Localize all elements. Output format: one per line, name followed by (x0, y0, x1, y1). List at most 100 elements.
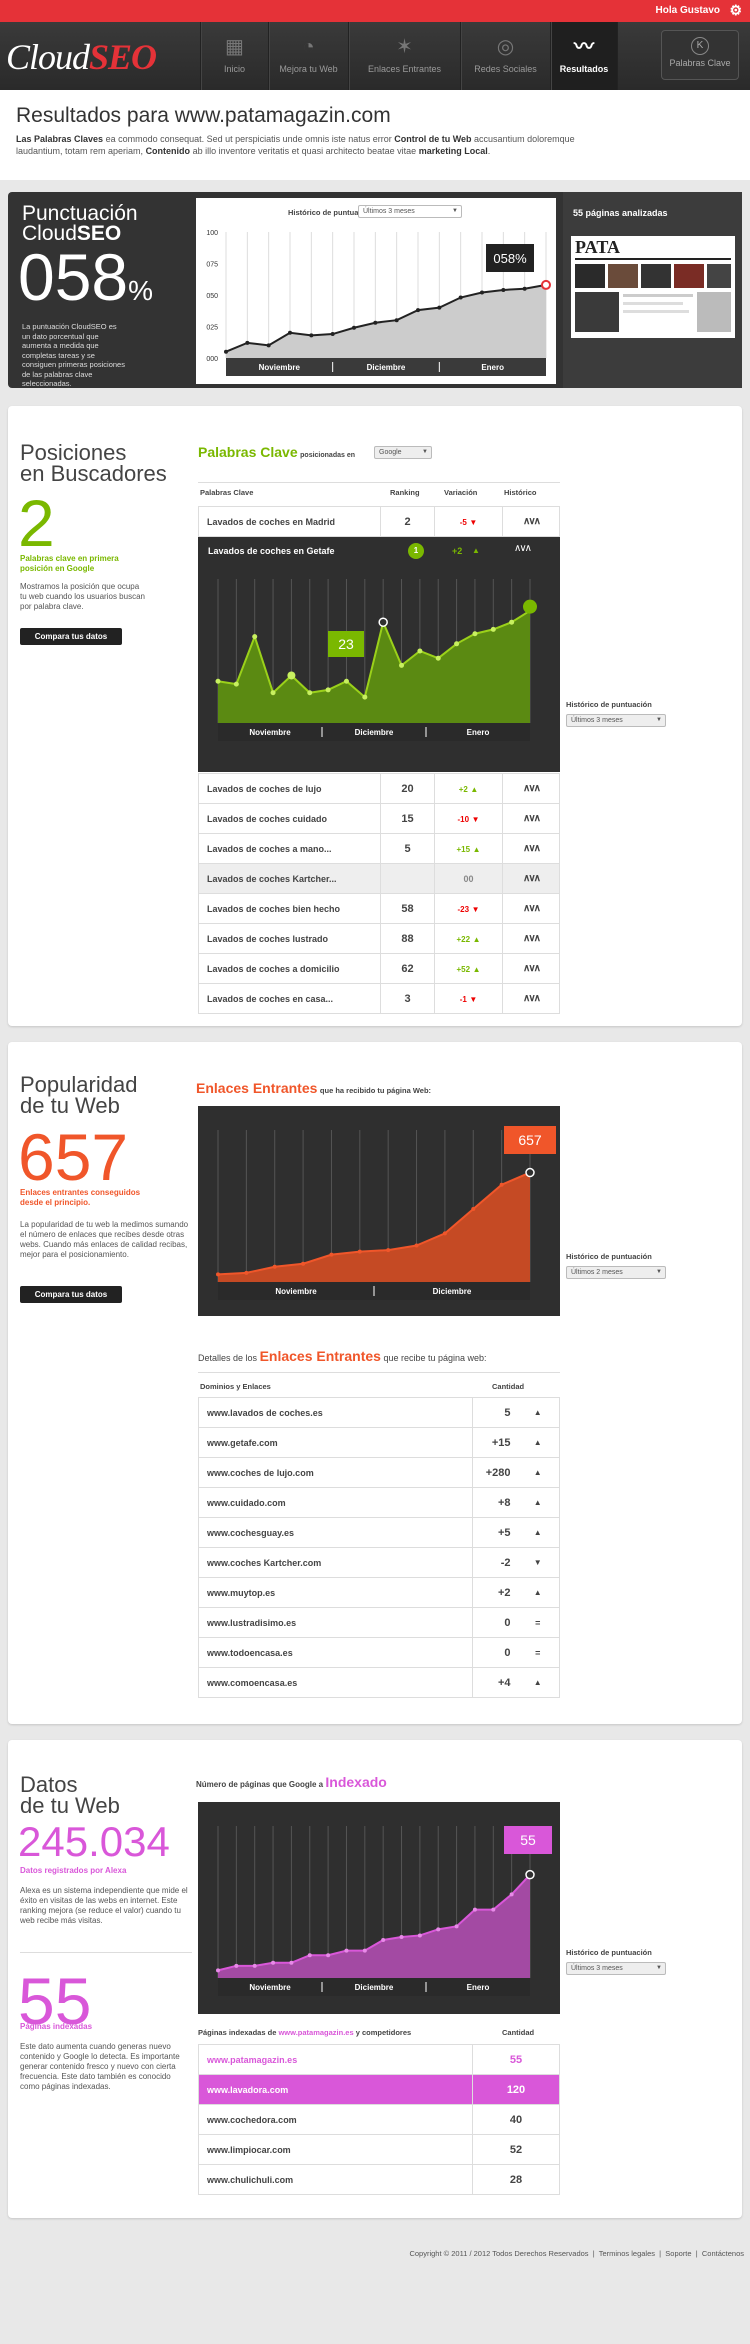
link-row[interactable]: www.lavados de coches.es 5 ▲ (198, 1397, 560, 1428)
footer-link-legal[interactable]: Terminos legales (598, 2249, 655, 2258)
sparkline-icon[interactable]: ∧∨∧ (502, 893, 560, 924)
link-domain[interactable]: www.coches de lujo.com (198, 1457, 473, 1488)
compare-button[interactable]: Compara tus datos (20, 628, 122, 645)
competitor-domain[interactable]: www.cochedora.com (198, 2104, 473, 2135)
competitor-row[interactable]: www.chulichuli.com 28 (198, 2164, 560, 2195)
keywords-button[interactable]: K Palabras Clave (661, 30, 739, 80)
main-nav: CloudSEO ▦ Inicio ◔ Mejora tu Web ✶ Enlaces… (0, 22, 750, 97)
sparkline-icon[interactable]: ∧∨∧ (502, 983, 560, 1014)
link-row[interactable]: www.lustradisimo.es 0 = (198, 1607, 560, 1638)
nav-item-enlaces[interactable]: ✶ Enlaces Entrantes (348, 22, 460, 90)
link-row[interactable]: www.coches Kartcher.com -2 ▼ (198, 1547, 560, 1578)
search-engine-select[interactable]: Google (374, 446, 432, 459)
footer-link-support[interactable]: Soporte (665, 2249, 692, 2258)
indexed-pages-sub: Páginas indexadas (20, 2022, 93, 2031)
link-row[interactable]: www.todoencasa.es 0 = (198, 1637, 560, 1668)
sparkline-icon[interactable]: ∧∨∧ (502, 863, 560, 894)
links-history-select[interactable]: Últimos 2 meses (566, 1266, 666, 1279)
series-area (218, 610, 530, 723)
data-point (417, 648, 423, 654)
link-domain[interactable]: www.lustradisimo.es (198, 1607, 473, 1638)
link-qty: +280 (472, 1457, 517, 1488)
sparkline-icon[interactable]: ∧∨∧ (502, 803, 560, 834)
data-point (472, 631, 478, 637)
compare-button[interactable]: Compara tus datos (20, 1286, 122, 1303)
competitor-domain[interactable]: www.limpiocar.com (198, 2134, 473, 2165)
positions-count: 2 (18, 486, 55, 560)
up-arrow-icon: ▲ (472, 964, 481, 974)
link-domain[interactable]: www.cochesguay.es (198, 1517, 473, 1548)
link-row[interactable]: www.cuidado.com +8 ▲ (198, 1487, 560, 1518)
alexa-sub: Datos registrados por Alexa (20, 1866, 127, 1875)
data-point (234, 1963, 239, 1968)
nav-item-redes[interactable]: ◎ Redes Sociales (460, 22, 550, 90)
link-domain[interactable]: www.todoencasa.es (198, 1637, 473, 1668)
keywords-table-top: Lavados de coches en Madrid 2 -5 ▼ ∧∨∧ (198, 506, 560, 537)
sparkline-icon[interactable]: ∧∨∧ (502, 953, 560, 984)
keyword-row[interactable]: Lavados de coches en Madrid 2 -5 ▼ ∧∨∧ (198, 506, 560, 537)
link-domain[interactable]: www.getafe.com (198, 1427, 473, 1458)
link-row[interactable]: www.comoencasa.es +4 ▲ (198, 1667, 560, 1698)
data-point (307, 690, 313, 696)
link-row[interactable]: www.cochesguay.es +5 ▲ (198, 1517, 560, 1548)
links-section-title: Enlaces Entrantes que ha recibido tu pág… (196, 1080, 432, 1096)
results-header: Resultados para www.patamagazin.com Las … (0, 90, 750, 180)
data-point (289, 1960, 294, 1965)
keyword-name: Lavados de coches cuidado (198, 803, 381, 834)
keyword-history-select[interactable]: Últimos 3 meses (566, 714, 666, 727)
sparkline-icon[interactable]: ∧∨∧ (502, 923, 560, 954)
up-arrow-icon: ▲ (516, 1577, 560, 1608)
logo[interactable]: CloudSEO (6, 37, 157, 77)
keyword-name: Lavados de coches bien hecho (198, 893, 381, 924)
competitor-row[interactable]: www.limpiocar.com 52 (198, 2134, 560, 2165)
data-point (272, 1264, 277, 1269)
nav-item-mejora[interactable]: ◔ Mejora tu Web (268, 22, 348, 90)
keyword-row[interactable]: Lavados de coches lustrado 88 +22 ▲ ∧∨∧ (198, 923, 560, 954)
indexed-history-select[interactable]: Últimos 3 meses (566, 1962, 666, 1975)
keyword-variation: +15 ▲ (434, 833, 503, 864)
data-point (357, 1249, 362, 1254)
series-line (217, 1171, 531, 1276)
popularity-description: La popularidad de tu web la medimos suma… (20, 1220, 189, 1259)
month-label: Diciembre (433, 1287, 472, 1296)
link-row[interactable]: www.muytop.es +2 ▲ (198, 1577, 560, 1608)
link-domain[interactable]: www.comoencasa.es (198, 1667, 473, 1698)
data-title: Datos de tu Web (20, 1772, 120, 1818)
competitor-row[interactable]: www.patamagazin.es 55 (198, 2044, 560, 2075)
footer-link-contact[interactable]: Contáctenos (701, 2249, 744, 2258)
nav-item-resultados[interactable]: 〰 Resultados (550, 22, 618, 97)
link-domain[interactable]: www.coches Kartcher.com (198, 1547, 473, 1578)
data-point (309, 333, 314, 338)
link-qty: 0 (472, 1607, 517, 1638)
link-domain[interactable]: www.muytop.es (198, 1577, 473, 1608)
data-point (522, 286, 527, 291)
competitor-domain[interactable]: www.lavadora.com (198, 2074, 473, 2105)
score-history-select[interactable]: Últimos 3 meses (358, 205, 462, 218)
keyword-row[interactable]: Lavados de coches en casa... 3 -1 ▼ ∧∨∧ (198, 983, 560, 1014)
keyword-row[interactable]: Lavados de coches a mano... 5 +15 ▲ ∧∨∧ (198, 833, 560, 864)
sparkline-icon[interactable]: ∧∨∧ (502, 773, 560, 804)
competitor-row[interactable]: www.cochedora.com 40 (198, 2104, 560, 2135)
data-point (509, 1892, 514, 1897)
keyword-row[interactable]: Lavados de coches Kartcher... 00 ∧∨∧ (198, 863, 560, 894)
keyword-row[interactable]: Lavados de coches de lujo 20 +2 ▲ ∧∨∧ (198, 773, 560, 804)
data-point (414, 1243, 419, 1248)
keyword-expanded[interactable]: Lavados de coches en Getafe 1 +2 ▲ ∧∨∧ N… (198, 537, 560, 772)
link-row[interactable]: www.coches de lujo.com +280 ▲ (198, 1457, 560, 1488)
keyword-row[interactable]: Lavados de coches a domicilio 62 +52 ▲ ∧∨∧ (198, 953, 560, 984)
data-point (490, 626, 496, 632)
link-row[interactable]: www.getafe.com +15 ▲ (198, 1427, 560, 1458)
link-domain[interactable]: www.lavados de coches.es (198, 1397, 473, 1428)
sparkline-icon[interactable]: ∧∨∧ (502, 833, 560, 864)
user-greeting[interactable]: Hola Gustavo (655, 5, 720, 16)
site-thumbnail[interactable]: PATA (571, 236, 735, 338)
competitor-domain[interactable]: www.chulichuli.com (198, 2164, 473, 2195)
competitor-domain[interactable]: www.patamagazin.es (198, 2044, 473, 2075)
gear-icon[interactable]: ⚙ (729, 2, 742, 18)
competitor-row[interactable]: www.lavadora.com 120 (198, 2074, 560, 2105)
keyword-row[interactable]: Lavados de coches cuidado 15 -10 ▼ ∧∨∧ (198, 803, 560, 834)
nav-item-inicio[interactable]: ▦ Inicio (200, 22, 268, 90)
link-domain[interactable]: www.cuidado.com (198, 1487, 473, 1518)
data-point (325, 687, 331, 693)
keyword-row[interactable]: Lavados de coches bien hecho 58 -23 ▼ ∧∨∧ (198, 893, 560, 924)
